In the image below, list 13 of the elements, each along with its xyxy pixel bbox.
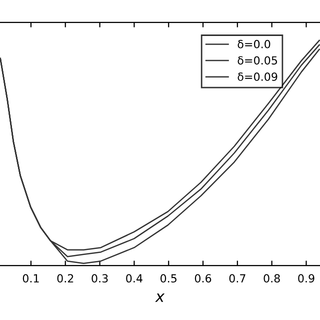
legend-label: δ=0.0 — [238, 40, 270, 48]
x-axis-title: x — [155, 293, 165, 302]
x-tick-label: 0.3 — [92, 274, 108, 283]
x-tick-label: 0.8 — [264, 274, 280, 283]
x-tick-label: 0.1 — [22, 274, 39, 283]
legend-label: δ=0.09 — [238, 72, 278, 81]
x-tick-label: 0.6 — [194, 274, 212, 283]
x-tick-label: 0.5 — [160, 274, 176, 283]
x-tick-label: 0.7 — [229, 274, 246, 283]
x-tick-label: 0.9 — [298, 274, 314, 283]
legend-label: δ=0.05 — [238, 56, 278, 65]
x-tick-label: 0.4 — [126, 274, 142, 283]
x-tick-label: 0.2 — [57, 274, 74, 283]
